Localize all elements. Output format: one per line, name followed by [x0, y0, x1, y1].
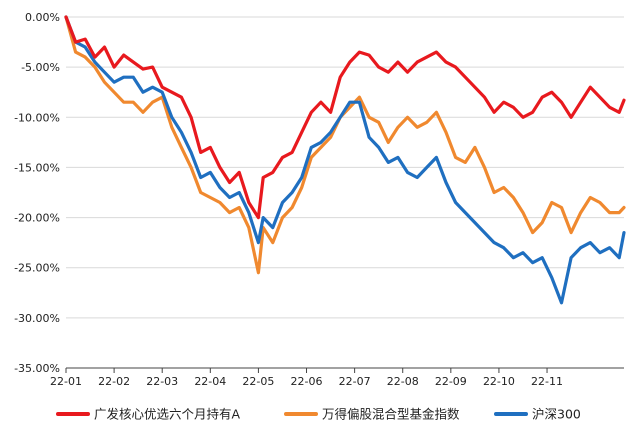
y-tick-label: -10.00% [14, 111, 60, 124]
series-line-0 [64, 15, 626, 220]
y-axis-labels: 0.00% -5.00% -10.00% -15.00% -20.00% -25.00% -… [14, 11, 60, 375]
x-tick-label: 22-04 [194, 375, 226, 388]
x-tick-label: 22-06 [291, 375, 323, 388]
series-lines [64, 15, 626, 305]
series-line-1 [64, 15, 626, 275]
x-tick-label: 22-07 [339, 375, 371, 388]
x-axis-labels: 22-01 22-02 22-03 22-04 22-05 22-06 22-07 22-08… [50, 375, 563, 388]
x-tick-label: 22-01 [50, 375, 82, 388]
x-tick-label: 22-10 [483, 375, 515, 388]
y-tick-label: -30.00% [14, 312, 60, 325]
y-tick-label: -15.00% [14, 161, 60, 174]
legend-label-2: 沪深300 [532, 407, 581, 422]
x-tick-label: 22-02 [98, 375, 130, 388]
x-tick-label: 22-05 [242, 375, 274, 388]
y-tick-label: 0.00% [25, 11, 60, 24]
y-tick-label: -35.00% [14, 362, 60, 375]
x-tick-label: 22-09 [435, 375, 467, 388]
y-tick-label: -20.00% [14, 212, 60, 225]
y-tick-label: -25.00% [14, 262, 60, 275]
legend-label-1: 万得偏股混合型基金指数 [322, 407, 460, 422]
y-tick-label: -5.00% [21, 61, 60, 74]
x-tick-label: 22-03 [146, 375, 178, 388]
y-grid-lines [66, 16, 624, 319]
series-line-2 [64, 15, 626, 305]
x-tick-label: 22-11 [531, 375, 563, 388]
x-tick-label: 22-08 [387, 375, 419, 388]
x-axis-ticks [65, 368, 548, 373]
legend: 广发核心优选六个月持有A 万得偏股混合型基金指数 沪深300 [56, 407, 581, 422]
legend-label-0: 广发核心优选六个月持有A [94, 407, 241, 422]
